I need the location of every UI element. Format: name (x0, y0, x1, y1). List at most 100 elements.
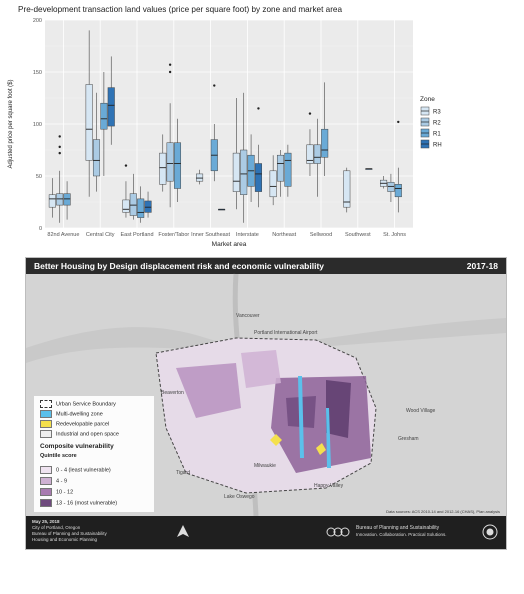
legend-label-r3: R3 (433, 110, 441, 116)
box-r3 (269, 155, 277, 206)
box-iqr (276, 154, 285, 182)
box-r2 (92, 92, 101, 192)
box-r2 (240, 92, 248, 223)
outlier-point (58, 145, 61, 149)
y-tick-label: 0 (39, 226, 42, 232)
outlier-point (168, 70, 172, 74)
legend-label-r1: R1 (433, 132, 441, 138)
legend-label-rh: RH (433, 143, 442, 149)
y-tick-label: 150 (33, 70, 42, 76)
box-iqr (343, 170, 351, 208)
box-iqr (56, 193, 64, 206)
x-axis-ticks: 82nd Avenue Central City East Portland Fost… (47, 232, 406, 238)
box-r2 (56, 135, 64, 223)
bps-logo-icon (326, 527, 350, 537)
map-label-airport: Portland International Airport (254, 330, 318, 336)
box-iqr (129, 193, 137, 216)
box-iqr (85, 84, 93, 161)
x-tick-label: Southwest (345, 232, 371, 238)
box-iqr (240, 149, 248, 195)
box-series (48, 30, 402, 223)
city-seal-icon (482, 524, 498, 540)
legend-item-multi-dwelling: Multi-dwelling zone (40, 410, 103, 418)
footer-bps: Bureau of Planning and Sustainability (356, 525, 440, 531)
box-iqr (306, 144, 314, 164)
x-tick-label: Inner Southeast (191, 232, 230, 238)
map-credit: Data sources: ACS 2010-14 and 2012-16 (C… (386, 509, 500, 514)
map-graphic (26, 273, 506, 517)
footer-org1: City of Portland, Oregon (32, 525, 81, 530)
legend-label-r2: R2 (433, 121, 441, 127)
map-label-vancouver: Vancouver (236, 313, 260, 319)
box-rh (107, 56, 115, 145)
box-r1 (137, 186, 145, 223)
box-r3 (122, 164, 130, 218)
map-label-lake-oswego: Lake Oswego (224, 494, 255, 500)
map-label-wood-village: Wood Village (406, 408, 436, 414)
box-r2 (313, 118, 321, 197)
box-iqr (159, 152, 167, 185)
footer-date: May 25, 2018 (32, 519, 60, 524)
box-iqr (387, 181, 395, 192)
legend-vuln-title: Composite vulnerability (40, 443, 114, 450)
footer-org3: Housing and Economic Planning (32, 537, 98, 542)
box-r3 (343, 167, 351, 213)
box-r2 (276, 150, 285, 197)
x-tick-label: Northeast (272, 232, 296, 238)
y-axis-label: Adjusted price per square foot ($) (8, 79, 14, 168)
map-title: Better Housing by Design displacement ri… (34, 261, 325, 271)
north-arrow-icon (177, 525, 189, 537)
box-r3 (85, 30, 93, 197)
box-iqr (100, 102, 108, 130)
footer-bps-sub: Innovation. Collaboration. Practical Sol… (356, 532, 447, 537)
legend-score-1: 4 - 9 (40, 477, 67, 485)
box-iqr (284, 152, 292, 187)
box-r1 (247, 134, 255, 202)
box-r2 (166, 63, 174, 208)
map-title-bar: Better Housing by Design displacement ri… (26, 258, 506, 274)
x-tick-label: Foster/Tabor (158, 232, 189, 238)
box-r1 (284, 144, 292, 197)
box-rh (254, 107, 262, 208)
outlier-point (58, 135, 61, 138)
legend-score-3: 13 - 16 (most vulnerable) (40, 499, 117, 507)
legend-vuln-subtitle: Quintile score (40, 453, 77, 459)
box-iqr (196, 173, 204, 182)
outlier-point (213, 84, 216, 87)
box-iqr (173, 142, 182, 189)
y-tick-label: 200 (33, 18, 42, 24)
box-iqr (107, 87, 115, 127)
outlier-point (168, 63, 172, 66)
x-tick-label: Central City (86, 232, 115, 238)
x-axis-label: Market area (212, 241, 247, 248)
box-r3 (380, 176, 388, 189)
displacement-map: Better Housing by Design displacement ri… (25, 257, 507, 550)
box-r1 (394, 120, 402, 213)
outlier-point (124, 164, 128, 167)
y-tick-label: 50 (36, 174, 42, 180)
box-iqr (232, 152, 240, 192)
box-rh (144, 191, 152, 218)
box-r1 (173, 118, 182, 202)
box-r2 (387, 173, 395, 202)
legend-score-0: 0 - 4 (least vulnerable) (40, 466, 111, 474)
box-iqr (254, 163, 262, 192)
footer-org2: Bureau of Planning and Sustainability (32, 531, 107, 536)
map-footer: May 25, 2018 City of Portland, Oregon Bu… (26, 516, 506, 549)
legend-item-industrial: Industrial and open space (40, 430, 119, 438)
box-r1 (63, 181, 71, 220)
outlier-point (308, 112, 312, 115)
map-label-gresham: Gresham (398, 436, 419, 442)
legend-item-usb: Urban Service Boundary (40, 400, 116, 408)
map-label-happy-valley: Happy Valley (314, 483, 344, 489)
box-iqr (137, 198, 145, 218)
box-r1 (321, 82, 329, 176)
box-iqr (144, 200, 152, 213)
chart-title: Pre-development transaction land values … (18, 5, 342, 14)
map-label-milwaukie: Milwaukie (254, 463, 276, 469)
map-legend: Urban Service Boundary Multi-dwelling zo… (34, 396, 154, 512)
legend-title: Zone (420, 96, 435, 103)
outlier-point (257, 107, 260, 110)
box-r3 (196, 169, 204, 185)
box-r1 (210, 84, 218, 182)
